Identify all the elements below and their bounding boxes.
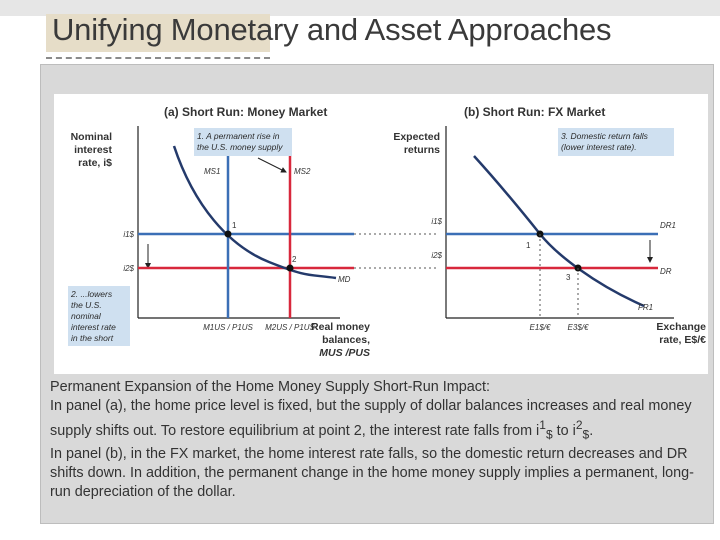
panel-b-x-axis-label: Exchange rate, E$/€ [656,321,706,346]
panel-a-annotation-2-line3: nominal [71,311,102,321]
panel-b-title: (b) Short Run: FX Market [464,105,605,119]
slide-title: Unifying Monetary and Asset Approaches [52,12,612,47]
panel-a-tick-i1: i1$ [123,230,134,239]
svg-text:Real money: Real money [311,321,370,333]
panel-b-y-axis-label: Expected returns [393,131,440,156]
economics-diagram: (a) Short Run: Money Market Nominal inte… [68,105,706,359]
panel-a-annotation-1-line1: 1. A permanent rise in [197,131,280,141]
panel-a-point-2-label: 2 [292,255,297,264]
svg-text:rate, i$: rate, i$ [78,157,112,169]
panel-b-point-3-label: 3 [566,273,571,282]
svg-text:MUS /PUS: MUS /PUS [319,347,370,359]
panel-b-tick-e3: E3$/€ [568,323,589,332]
panel-a-ms2-label: MS2 [294,167,311,176]
panel-a-annotation-2-line5: in the short [71,333,114,343]
panel-a-annotation-1-line2: the U.S. money supply [197,142,283,152]
panel-b-dr1-label: DR1 [660,221,676,230]
panel-a-annotation-2-line1: 2. ...lowers [70,289,113,299]
panel-a-annotation-1-box [194,128,292,156]
panel-a-x-axis-label: Real money balances, MUS /PUS [311,321,370,359]
panel-b-annotation-3-line2: (lower interest rate). [561,142,637,152]
panel-a-tick-i2: i2$ [123,264,134,273]
panel-a-tick-m1: M1US / P1US [203,323,253,332]
panel-b-tick-i2: i2$ [431,251,442,260]
panel-a-annotation-2-box [68,286,130,346]
svg-text:interest: interest [74,144,112,156]
caption-paragraph-1: In panel (a), the home price level is fi… [50,398,692,442]
panel-a-point-1 [224,230,232,238]
title-highlight-box [46,14,270,52]
title-underline [46,57,270,59]
panel-a-md-label: MD [338,275,351,284]
panel-a-annotation-2-line4: interest rate [71,322,116,332]
svg-text:balances,: balances, [322,334,370,346]
panel-b-annotation-3-line1: 3. Domestic return falls [561,131,649,141]
panel-b-point-1-label: 1 [526,241,531,250]
panel-a-point-1-label: 1 [232,221,237,230]
window-top-bar [0,0,720,16]
svg-text:Exchange: Exchange [656,321,706,333]
panel-b-tick-e1: E1$/€ [530,323,551,332]
svg-text:Nominal: Nominal [71,131,113,143]
panel-a-y-axis-label: Nominal interest rate, i$ [71,131,113,169]
caption-paragraph-2: In panel (b), in the FX market, the home… [50,445,694,500]
panel-a-annotation-1-arrow [257,157,287,173]
panel-a-point-2 [286,264,294,272]
panel-a-annotation-2-line2: the U.S. [71,300,102,310]
panel-a-title: (a) Short Run: Money Market [164,105,327,119]
panel-b-tick-i1: i1$ [431,217,442,226]
panel-b-annotation-3-box [558,128,674,156]
panel-b-fr-curve [473,155,645,308]
panel-a-md-curve [172,145,337,280]
svg-text:returns: returns [404,144,440,156]
caption-heading: Permanent Expansion of the Home Money Su… [50,379,490,395]
caption-text: Permanent Expansion of the Home Money Su… [50,378,710,502]
panel-a-tick-m2: M2US / P1US [265,323,315,332]
figure-panel: (a) Short Run: Money Market Nominal inte… [54,94,708,374]
panel-b-dr-label: DR [660,267,672,276]
svg-text:rate, E$/€: rate, E$/€ [659,334,706,346]
panel-a-ms1-label: MS1 [204,167,220,176]
panel-b-fr-label: FR1 [638,303,653,312]
svg-text:Expected: Expected [393,131,440,143]
